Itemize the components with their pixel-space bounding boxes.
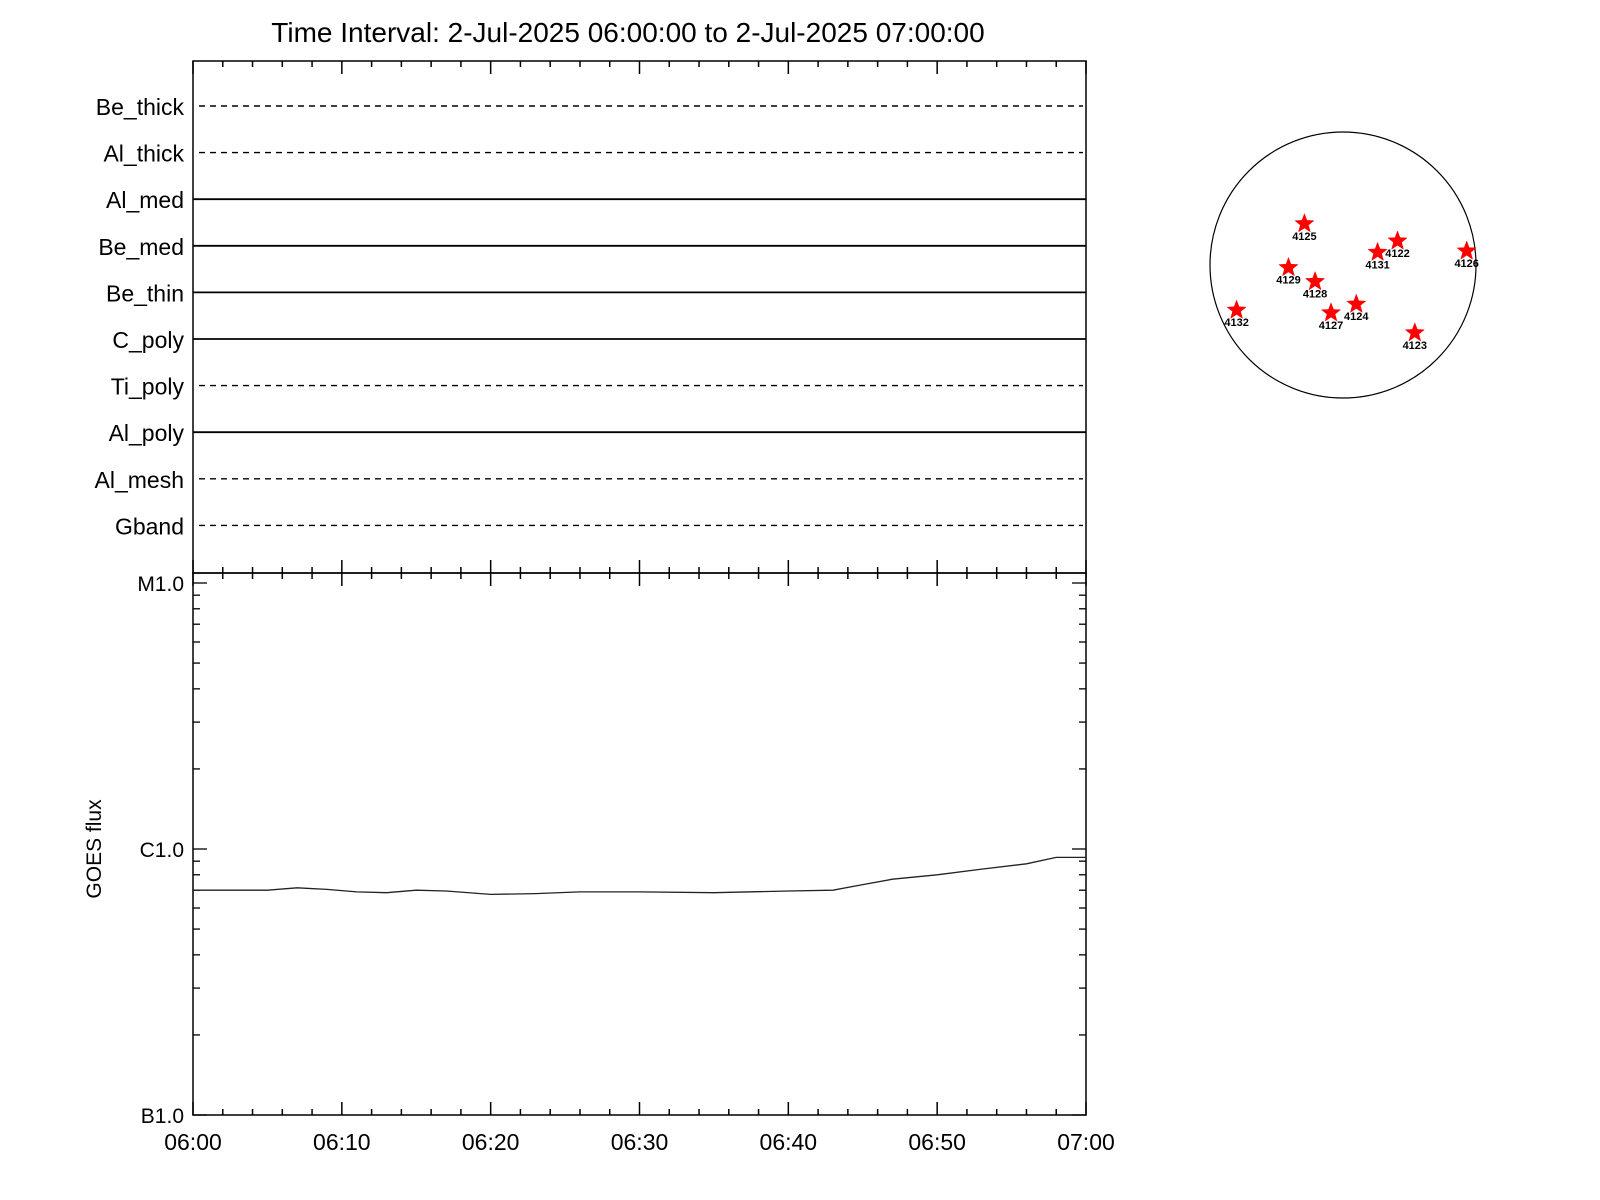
x-tick-label: 07:00 — [1057, 1129, 1115, 1155]
y-tick-label: C1.0 — [140, 839, 184, 862]
filter-panel-frame — [192, 60, 1087, 574]
active-region-label: 4122 — [1385, 248, 1409, 260]
chart-title: Time Interval: 2-Jul-2025 06:00:00 to 2-… — [271, 17, 984, 48]
active-region-label: 4127 — [1319, 320, 1343, 332]
active-region-label: 4126 — [1454, 258, 1478, 270]
active-region-marker — [1456, 240, 1477, 260]
active-region-marker — [1226, 299, 1247, 319]
solar-disk-outline — [1209, 131, 1477, 399]
active-region-marker — [1304, 270, 1326, 291]
x-tick-label: 06:30 — [611, 1129, 669, 1155]
active-region-label: 4129 — [1276, 275, 1300, 287]
filter-label-c_poly: C_poly — [112, 327, 184, 353]
filter-label-gband: Gband — [115, 513, 184, 539]
active-region-label: 4131 — [1365, 259, 1389, 271]
y-tick-label: B1.0 — [141, 1105, 184, 1128]
filter-label-al_poly: Al_poly — [109, 420, 185, 446]
active-region-marker — [1278, 256, 1299, 277]
goes-panel-frame — [192, 572, 1087, 1116]
goes-flux-line — [193, 856, 1086, 896]
filter-label-al_mesh: Al_mesh — [95, 467, 184, 493]
x-tick-label: 06:20 — [462, 1129, 520, 1155]
active-region-label: 4124 — [1344, 311, 1369, 323]
filter-label-al_med: Al_med — [106, 187, 184, 213]
active-region-marker — [1346, 293, 1367, 313]
filter-label-ti_poly: Ti_poly — [111, 374, 185, 400]
y-axis-title: GOES flux — [83, 799, 106, 899]
active-region-label: 4128 — [1303, 289, 1327, 301]
x-tick-label: 06:40 — [760, 1129, 818, 1155]
active-region-marker — [1367, 241, 1388, 262]
filter-panel: Be_thick Al_thick Al_med Be_med Be_thin C_pol… — [95, 60, 1087, 586]
active-region-marker — [1387, 230, 1408, 250]
active-region-marker — [1404, 322, 1426, 342]
y-tick-label: M1.0 — [137, 573, 184, 596]
x-tick-label: 06:10 — [313, 1129, 371, 1155]
active-region-label: 4125 — [1292, 231, 1316, 243]
active-region-marker — [1320, 302, 1342, 322]
filter-label-be_thin: Be_thin — [106, 280, 184, 306]
active-region-label: 4123 — [1403, 340, 1427, 352]
active-region-label: 4132 — [1224, 317, 1248, 329]
goes-flux-panel: M1.0 C1.0 B1.006:00 06:10 06:20 06:30 06:40 06:… — [83, 572, 1115, 1155]
x-tick-label: 06:50 — [908, 1129, 966, 1155]
filter-label-be_med: Be_med — [98, 234, 184, 260]
active-region-marker — [1294, 213, 1315, 233]
x-tick-label: 06:00 — [164, 1129, 222, 1155]
filter-label-be_thick: Be_thick — [96, 94, 185, 120]
filter-label-al_thick: Al_thick — [103, 141, 184, 167]
